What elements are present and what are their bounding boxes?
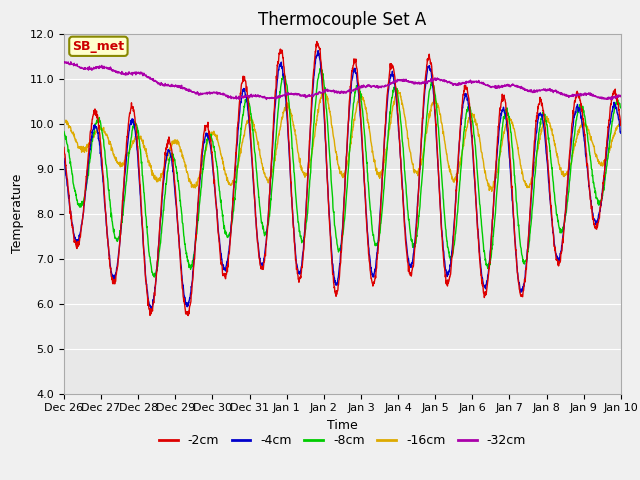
Text: SB_met: SB_met bbox=[72, 40, 124, 53]
Title: Thermocouple Set A: Thermocouple Set A bbox=[259, 11, 426, 29]
Y-axis label: Temperature: Temperature bbox=[11, 174, 24, 253]
Legend: -2cm, -4cm, -8cm, -16cm, -32cm: -2cm, -4cm, -8cm, -16cm, -32cm bbox=[154, 429, 531, 452]
X-axis label: Time: Time bbox=[327, 419, 358, 432]
